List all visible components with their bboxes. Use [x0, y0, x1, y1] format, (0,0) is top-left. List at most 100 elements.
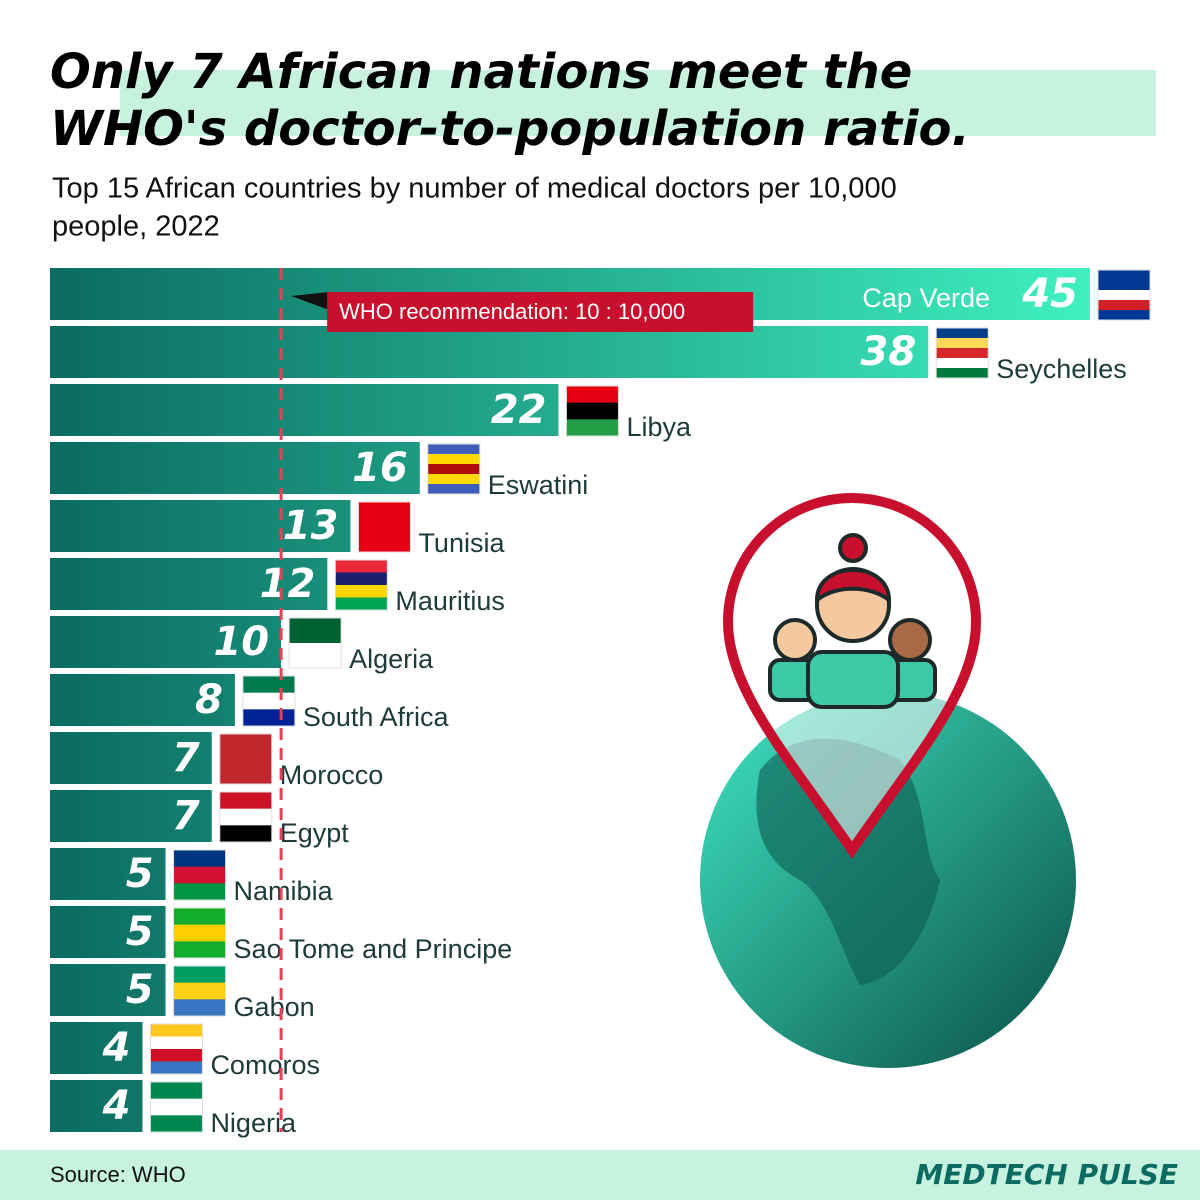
value-label: 5 [126, 851, 154, 897]
bar [50, 848, 166, 900]
flag-stripe [335, 560, 388, 573]
flag-stripe [242, 692, 295, 710]
flag-border [149, 1081, 203, 1133]
flag-border [242, 675, 296, 727]
category-label: Algeria [349, 644, 434, 674]
flag-stripe [219, 808, 272, 826]
flag-border [427, 443, 481, 495]
flag-border [357, 501, 411, 553]
bar [50, 1022, 143, 1074]
flag-stripe [150, 1061, 203, 1075]
flag-border [173, 849, 227, 901]
value-label: 10 [213, 619, 269, 665]
value-label: 38 [861, 329, 917, 375]
flag-stripe [173, 866, 226, 884]
value-label: 7 [172, 793, 200, 839]
flag-stripe [1098, 280, 1150, 291]
value-label: 8 [195, 677, 223, 723]
bar [50, 674, 235, 726]
flag-stripe [150, 1098, 203, 1116]
flag-stripe [936, 358, 989, 369]
flag-stripe [289, 618, 342, 644]
value-label: 45 [1021, 271, 1078, 317]
flag-stripe [173, 966, 226, 984]
flag-stripe [427, 444, 480, 455]
flag-stripe [427, 454, 480, 465]
flag-stripe [219, 792, 272, 810]
globe-illustration [700, 493, 1076, 1068]
flag-stripe [173, 924, 226, 942]
flag-stripe [358, 502, 411, 520]
value-label: 4 [102, 1025, 131, 1071]
bar [50, 616, 282, 668]
flag-stripe [219, 767, 272, 785]
source: Source: WHO [50, 1162, 186, 1187]
flag-stripe [150, 1082, 203, 1100]
flag-border [219, 733, 273, 785]
flag-stripe [173, 883, 226, 901]
flag-stripe [219, 750, 272, 768]
bar [50, 326, 929, 378]
bar [50, 906, 166, 958]
bar [50, 1080, 143, 1132]
category-label: Egypt [280, 818, 350, 848]
flag-stripe [335, 572, 388, 586]
category-label: Comoros [210, 1050, 320, 1080]
flag-stripe [173, 850, 226, 868]
flag-stripe [173, 999, 226, 1017]
flag-border [288, 617, 342, 669]
bar [50, 384, 559, 436]
flag-border [1097, 269, 1151, 321]
bar [50, 442, 420, 494]
flag-stripe [335, 597, 388, 611]
flag-stripe [150, 1115, 203, 1133]
flag-stripe [242, 676, 295, 694]
category-label: Sao Tome and Principe [234, 934, 513, 964]
title-line: Only 7 African nations meet the [50, 44, 912, 100]
flag-border [334, 559, 388, 611]
flag-stripe [358, 535, 411, 553]
flag-border [935, 327, 989, 379]
category-label: Seychelles [996, 354, 1127, 384]
flag-stripe [219, 825, 272, 843]
footer-band [0, 1150, 1200, 1200]
value-label: 22 [491, 387, 547, 433]
flag-stripe [150, 1036, 203, 1050]
flag-stripe [427, 464, 480, 475]
flag-stripe [936, 328, 989, 339]
title-line: WHO's doctor-to-population ratio. [50, 101, 970, 157]
flag-border [173, 965, 227, 1017]
value-label: 16 [352, 445, 408, 491]
annotation-box [327, 292, 754, 332]
subtitle-line: people, 2022 [52, 211, 220, 243]
flag-stripe [173, 908, 226, 926]
flag-stripe [242, 709, 295, 727]
category-label: Cap Verde [862, 283, 990, 313]
flag-border [173, 907, 227, 959]
brand: MEDTECH PULSE [915, 1158, 1178, 1191]
bar [50, 790, 212, 842]
flag-stripe [566, 419, 619, 437]
bar [50, 732, 212, 784]
subtitle-line: Top 15 African countries by number of me… [52, 173, 897, 205]
flag-stripe [936, 338, 989, 349]
flag-stripe [358, 518, 411, 536]
category-label: Tunisia [418, 528, 505, 558]
value-label: 7 [172, 735, 200, 781]
category-label: Mauritius [395, 586, 505, 616]
flag-stripe [1098, 270, 1150, 281]
flag-stripe [219, 734, 272, 752]
title-highlight [120, 70, 1156, 136]
category-label: Nigeria [210, 1108, 297, 1138]
flag-border [219, 791, 273, 843]
flag-stripe [173, 982, 226, 1000]
flag-stripe [173, 941, 226, 959]
bar [50, 964, 166, 1016]
flag-stripe [566, 386, 619, 404]
flag-border [149, 1023, 203, 1075]
category-label: Gabon [234, 992, 315, 1022]
category-label: Libya [626, 412, 692, 442]
value-label: 13 [283, 503, 339, 549]
